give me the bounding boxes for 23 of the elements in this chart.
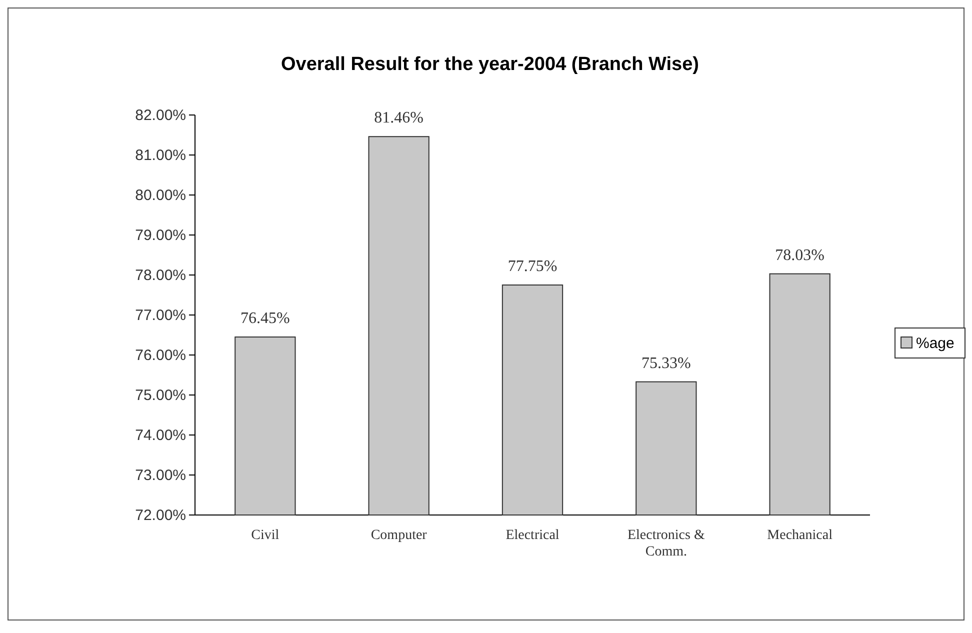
- y-tick-label: 73.00%: [135, 466, 186, 484]
- x-tick-label: Mechanical: [767, 528, 833, 543]
- y-tick-label: 79.00%: [135, 226, 186, 244]
- data-label: 75.33%: [642, 354, 691, 372]
- x-tick-label: Computer: [370, 528, 428, 543]
- y-tick-label: 78.00%: [135, 266, 186, 284]
- y-tick-label: 75.00%: [135, 386, 186, 404]
- y-tick-label: 81.00%: [135, 146, 186, 164]
- y-tick-label: 74.00%: [135, 426, 186, 444]
- x-tick-label: Electrical: [506, 528, 560, 543]
- y-tick-label: 77.00%: [135, 306, 186, 324]
- y-tick-label: 82.00%: [135, 106, 186, 124]
- x-tick-label: Electronics & Comm.: [627, 528, 705, 560]
- x-tick-label: Civil: [251, 528, 280, 543]
- data-label: 81.46%: [374, 110, 424, 127]
- data-label: 78.03%: [775, 246, 824, 264]
- y-tick-label: 80.00%: [135, 186, 186, 204]
- y-tick-label: 72.00%: [135, 506, 186, 524]
- data-label: 77.75%: [508, 258, 558, 275]
- data-label: 76.45%: [240, 310, 290, 327]
- y-tick-label: 76.00%: [135, 346, 186, 364]
- legend-label: %age: [916, 335, 954, 352]
- chart-title: Overall Result for the year-2004 (Branch Wise): [281, 54, 699, 75]
